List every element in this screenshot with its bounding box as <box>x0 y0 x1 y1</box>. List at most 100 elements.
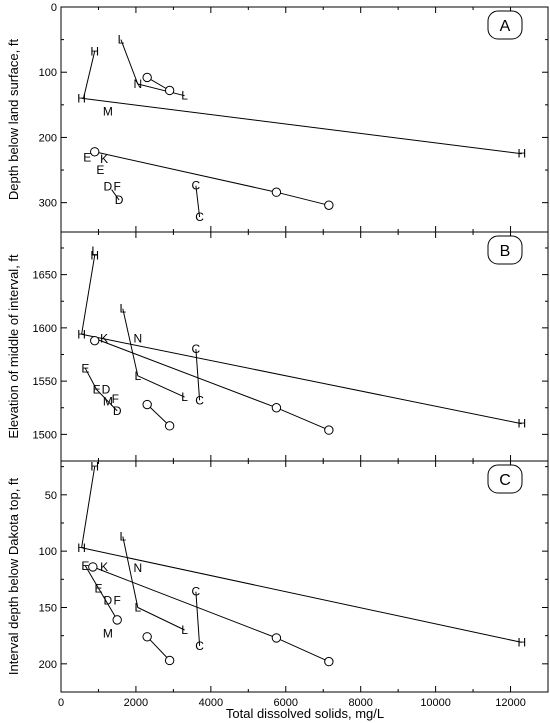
series-line <box>122 308 185 398</box>
data-point-e: E <box>81 559 89 573</box>
data-point-d: D <box>103 594 112 608</box>
data-point-l: L <box>134 369 141 383</box>
y-axis-title: Depth below land surface, ft <box>6 39 21 201</box>
data-point-n: N <box>133 77 142 91</box>
data-point-e: E <box>83 151 91 165</box>
data-point-circle <box>90 147 100 157</box>
data-point-e: E <box>94 581 102 595</box>
data-point-n: N <box>133 332 142 346</box>
data-point-circle <box>271 633 282 643</box>
data-point-circle <box>271 403 282 413</box>
series-line <box>195 591 201 646</box>
panel-a: 0 100 200 300 Depth below land surface, ft A H… <box>6 2 549 233</box>
data-point-circle <box>142 72 152 83</box>
x-tick-label: 12000 <box>495 697 526 709</box>
data-point-h: H <box>77 327 86 341</box>
panel-label-box <box>487 10 523 40</box>
data-point-circle <box>271 187 282 197</box>
x-tick-label: 2000 <box>124 697 148 709</box>
y-tick-label: 50 <box>45 490 57 502</box>
y-tick-label: 100 <box>39 67 57 79</box>
data-point-circle <box>164 85 175 96</box>
panel-label: A <box>500 18 511 35</box>
plot-layer: 0 100 200 300 Depth below land surface, ft A H… <box>6 2 549 709</box>
series-line <box>84 368 118 412</box>
data-point-circle <box>324 656 334 667</box>
data-point-n: N <box>133 561 142 575</box>
data-point-d: D <box>102 383 111 397</box>
data-point-circle <box>324 200 334 210</box>
data-point-c: C <box>192 342 201 356</box>
data-point-k: K <box>100 152 108 166</box>
series-line <box>81 97 522 155</box>
data-point-l: L <box>118 33 125 47</box>
data-point-l: L <box>119 529 126 543</box>
y-tick-label: 0 <box>51 2 57 14</box>
series-line <box>111 189 120 201</box>
series-line <box>195 349 201 401</box>
data-point-h: H <box>517 635 526 649</box>
data-point-circle <box>88 562 98 572</box>
x-tick-label: 6000 <box>274 697 298 709</box>
y-tick-label: 1650 <box>33 270 57 282</box>
series-line <box>195 185 201 218</box>
series-line <box>146 636 170 661</box>
series-line <box>83 51 96 99</box>
data-point-circle <box>112 615 122 625</box>
data-point-circle <box>142 399 152 410</box>
data-point-l: L <box>134 600 141 614</box>
data-point-h: H <box>77 91 86 105</box>
data-point-circle <box>90 335 100 346</box>
data-point-e: E <box>81 361 89 375</box>
data-point-circle <box>164 655 175 666</box>
data-point-h: H <box>90 460 99 474</box>
data-point-d: D <box>115 193 124 207</box>
y-tick-label: 150 <box>39 602 57 614</box>
data-point-m: M <box>103 626 113 640</box>
x-tick-label: 4000 <box>199 697 223 709</box>
series-line <box>122 536 185 631</box>
data-point-d: D <box>113 404 122 418</box>
data-point-h: H <box>517 417 526 431</box>
data-point-circle <box>164 421 175 431</box>
data-point-c: C <box>192 585 201 599</box>
data-point-circle <box>142 632 152 642</box>
data-point-c: C <box>195 393 204 407</box>
data-point-c: C <box>195 639 204 653</box>
series-line <box>81 466 96 548</box>
data-point-m: M <box>103 394 113 408</box>
series-line <box>81 333 522 425</box>
data-point-l: L <box>181 390 188 404</box>
panel-c: 0 2000 4000 6000 8000 10000 12000 50 100 150 200 In… <box>6 460 549 709</box>
data-point-f: F <box>114 179 121 193</box>
data-point-l: L <box>181 623 188 637</box>
y-axis-title: Interval depth below Dakota top, ft <box>6 477 21 675</box>
data-point-f: F <box>114 594 121 608</box>
data-point-circle <box>324 425 334 435</box>
data-point-l: L <box>91 244 98 258</box>
y-tick-label: 300 <box>39 198 57 210</box>
data-point-e: E <box>93 383 101 397</box>
x-tick-label: 10000 <box>420 697 451 709</box>
data-point-l: L <box>181 89 188 103</box>
panel-label: B <box>500 243 511 260</box>
data-point-h: H <box>90 248 99 262</box>
data-point-e: E <box>96 163 104 177</box>
panel-b: 1500 1550 1600 1650 Elevation of middle of i… <box>6 231 549 462</box>
y-tick-label: 200 <box>39 132 57 144</box>
series-line <box>146 404 170 427</box>
data-point-m: M <box>103 104 113 118</box>
series-line <box>81 255 96 335</box>
y-tick-label: 100 <box>39 546 57 558</box>
x-tick-label: 8000 <box>348 697 372 709</box>
data-point-c: C <box>195 210 204 224</box>
y-axis-title: Elevation of middle of interval, ft <box>6 254 21 439</box>
panel-label: C <box>499 472 511 489</box>
y-tick-label: 1600 <box>33 323 57 335</box>
data-point-h: H <box>517 147 526 161</box>
panel-label-box <box>487 464 523 494</box>
x-axis-title: Total dissolved solids, mg/L <box>226 706 384 721</box>
series-line <box>81 547 522 643</box>
